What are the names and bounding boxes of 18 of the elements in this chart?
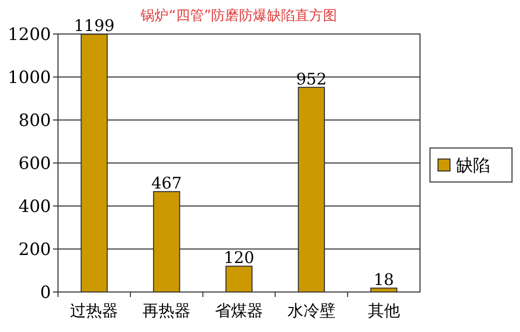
y-tick-label: 200 [18,240,51,260]
data-label: 18 [374,270,394,290]
x-tick-label: 水冷壁 [287,301,336,320]
x-tick-label: 省煤器 [215,301,263,320]
y-tick-label: 1200 [8,25,51,45]
x-tick-label: 再热器 [142,301,191,320]
x-tick-label: 其他 [368,301,400,320]
x-tick-label: 过热器 [70,301,118,320]
y-tick-label: 0 [40,283,51,303]
y-tick-label: 600 [18,154,51,174]
data-label: 120 [224,248,254,268]
y-tick-label: 1000 [8,68,51,88]
legend-label: 缺陷 [456,156,490,176]
y-tick-label: 800 [18,111,51,131]
data-label: 467 [151,174,182,193]
chart-title: 锅炉“四管”防磨防爆缺陷直方图 [140,8,338,24]
data-label: 1199 [74,16,115,36]
y-tick-label: 400 [18,197,51,217]
